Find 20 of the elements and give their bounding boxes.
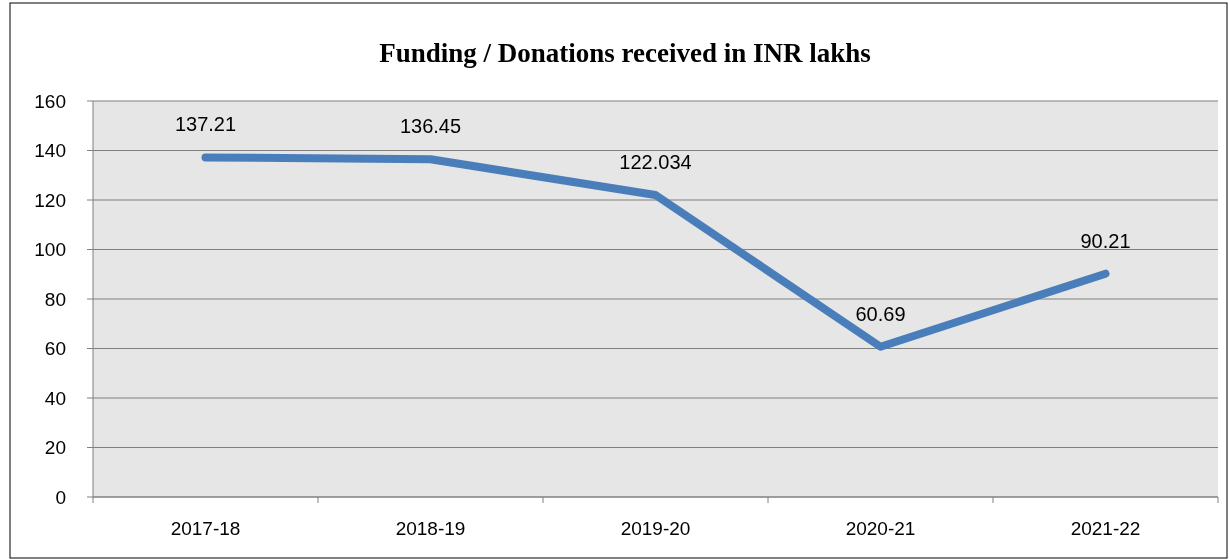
y-tick-label: 100: [34, 239, 66, 261]
chart-title: Funding / Donations received in INR lakhs: [379, 38, 871, 68]
x-tick-label: 2019-20: [620, 518, 691, 539]
data-label: 90.21: [1080, 229, 1131, 252]
y-tick-label: 40: [44, 387, 66, 409]
x-tick-label: 2017-18: [170, 518, 241, 539]
y-tick-label: 140: [34, 140, 66, 162]
y-tick-label: 160: [34, 90, 66, 112]
y-tick-label: 120: [34, 189, 66, 211]
data-label: 122.034: [619, 150, 692, 173]
x-tick-label: 2021-22: [1070, 518, 1141, 539]
y-tick-label: 60: [44, 338, 66, 360]
y-tick-label: 20: [44, 437, 66, 459]
x-tick-label: 2018-19: [395, 518, 466, 539]
data-label: 137.21: [174, 113, 237, 136]
data-label: 136.45: [399, 115, 462, 138]
x-tick-label: 2020-21: [845, 518, 916, 539]
y-tick-label: 0: [55, 486, 66, 508]
y-tick-label: 80: [44, 288, 66, 310]
data-label: 60.69: [855, 302, 906, 325]
